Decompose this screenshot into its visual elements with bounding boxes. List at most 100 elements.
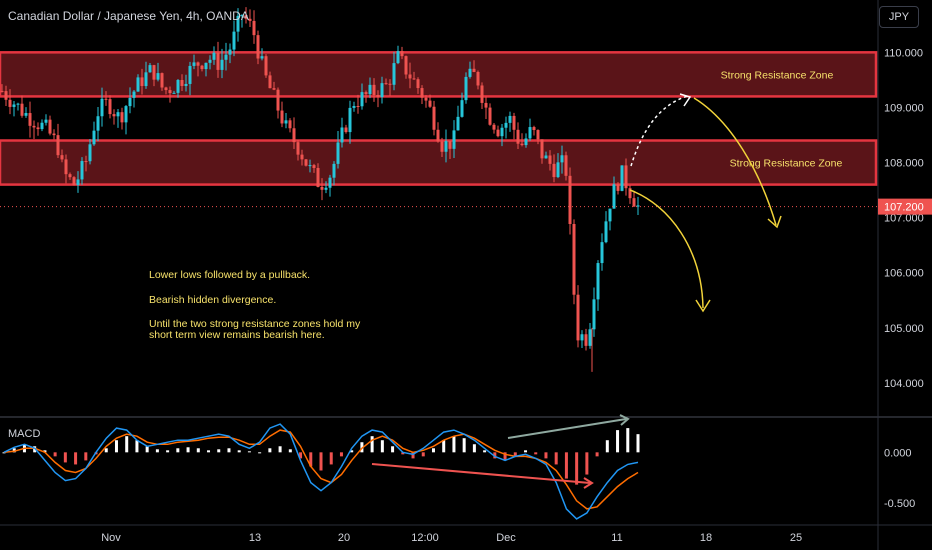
price-candles bbox=[0, 7, 878, 372]
resistance-zone bbox=[0, 139, 878, 186]
candle-body bbox=[248, 18, 252, 21]
macd-histogram-bar bbox=[84, 452, 88, 461]
candle-body bbox=[76, 179, 80, 186]
macd-histogram-bar bbox=[288, 449, 292, 453]
candle-body bbox=[40, 122, 44, 130]
candle-body bbox=[280, 110, 284, 124]
candle-body bbox=[528, 127, 532, 139]
candle-body bbox=[104, 98, 108, 100]
candle-body bbox=[472, 68, 476, 72]
candle-body bbox=[604, 221, 608, 243]
candle-body bbox=[132, 91, 136, 98]
currency-button[interactable]: JPY bbox=[879, 6, 919, 28]
candle-body bbox=[428, 100, 432, 107]
macd-histogram-bar bbox=[186, 447, 190, 453]
candle-body bbox=[304, 159, 308, 166]
candle-body bbox=[16, 103, 20, 105]
x-tick-label: Nov bbox=[101, 532, 121, 544]
price-tick-label: 107.000 bbox=[884, 213, 924, 225]
candle-body bbox=[260, 56, 264, 59]
macd-histogram-bar bbox=[299, 452, 303, 459]
candle-body bbox=[544, 155, 548, 159]
candle-body bbox=[324, 187, 328, 190]
candle-body bbox=[220, 59, 224, 70]
macd-histogram-bar bbox=[74, 452, 78, 465]
candle-body bbox=[176, 79, 180, 93]
note-hidden-divergence: Bearish hidden divergence. bbox=[149, 294, 277, 306]
candle-body bbox=[232, 31, 236, 50]
axes: 110.000109.000108.000107.000106.000105.0… bbox=[101, 47, 932, 544]
candle-body bbox=[620, 165, 624, 191]
chart-title: Canadian Dollar / Japanese Yen, 4h, OAND… bbox=[8, 9, 249, 23]
candle-body bbox=[504, 122, 508, 128]
macd-histogram-bar bbox=[636, 434, 640, 453]
candle-body bbox=[200, 65, 204, 70]
macd-histogram-bar bbox=[616, 430, 620, 453]
candle-body bbox=[172, 92, 176, 94]
candle-body bbox=[532, 127, 536, 131]
x-tick-label: 18 bbox=[700, 532, 712, 544]
candle-body bbox=[208, 59, 212, 63]
macd-histogram-bar bbox=[329, 452, 333, 465]
candle-body bbox=[520, 143, 524, 146]
arrowhead bbox=[619, 414, 630, 426]
candle-body bbox=[388, 83, 392, 85]
candle-body bbox=[184, 83, 188, 86]
macd-histogram-bar bbox=[196, 448, 200, 453]
candle-body bbox=[448, 141, 452, 149]
candle-body bbox=[484, 102, 488, 108]
candle-body bbox=[0, 90, 4, 92]
arrowhead bbox=[767, 215, 782, 229]
candle-body bbox=[292, 128, 296, 143]
macd-histogram-bar bbox=[53, 452, 57, 457]
candle-body bbox=[300, 154, 304, 160]
candle-body bbox=[24, 113, 28, 116]
macd-histogram-bar bbox=[503, 452, 507, 461]
candle-body bbox=[424, 97, 428, 101]
candle-body bbox=[152, 65, 156, 80]
candle-body bbox=[316, 167, 320, 187]
candle-body bbox=[20, 103, 24, 116]
candle-body bbox=[440, 141, 444, 152]
candle-body bbox=[552, 163, 556, 178]
x-tick-label: 12:00 bbox=[411, 532, 439, 544]
candle-body bbox=[32, 125, 36, 128]
candle-body bbox=[564, 155, 568, 176]
candle-body bbox=[312, 165, 316, 168]
candle-body bbox=[360, 92, 364, 107]
candle-body bbox=[624, 165, 628, 189]
candle-body bbox=[596, 263, 600, 300]
candle-body bbox=[560, 155, 564, 163]
candle-body bbox=[48, 119, 52, 134]
candle-body bbox=[4, 91, 8, 100]
macd-pane bbox=[2, 423, 640, 520]
macd-histogram-bar bbox=[135, 440, 139, 453]
macd-histogram-bar bbox=[626, 428, 630, 453]
candle-body bbox=[584, 334, 588, 346]
candle-body bbox=[536, 130, 540, 140]
macd-tick-label: 0.000 bbox=[884, 447, 912, 459]
candle-body bbox=[468, 68, 472, 77]
price-tick-label: 106.000 bbox=[884, 268, 924, 280]
candle-body bbox=[404, 56, 408, 75]
note-lower-lows: Lower lows followed by a pullback. bbox=[149, 269, 311, 281]
macd-histogram-bar bbox=[309, 452, 313, 467]
candle-body bbox=[160, 73, 164, 88]
macd-histogram-bar bbox=[442, 440, 446, 453]
macd-histogram-bar bbox=[513, 452, 517, 457]
candle-body bbox=[580, 334, 584, 341]
candle-body bbox=[212, 52, 216, 60]
macd-histogram-bar bbox=[125, 436, 129, 453]
dashed-projection-up bbox=[630, 95, 689, 167]
candle-body bbox=[224, 54, 228, 60]
candle-body bbox=[64, 159, 68, 175]
candle-body bbox=[264, 56, 268, 76]
macd-histogram-bar bbox=[595, 452, 599, 457]
candle-body bbox=[376, 94, 380, 98]
candle-body bbox=[364, 92, 368, 95]
projection-arrow-down-near bbox=[629, 189, 704, 309]
candle-body bbox=[88, 144, 92, 162]
candle-body bbox=[372, 84, 376, 95]
candle-body bbox=[308, 165, 312, 167]
